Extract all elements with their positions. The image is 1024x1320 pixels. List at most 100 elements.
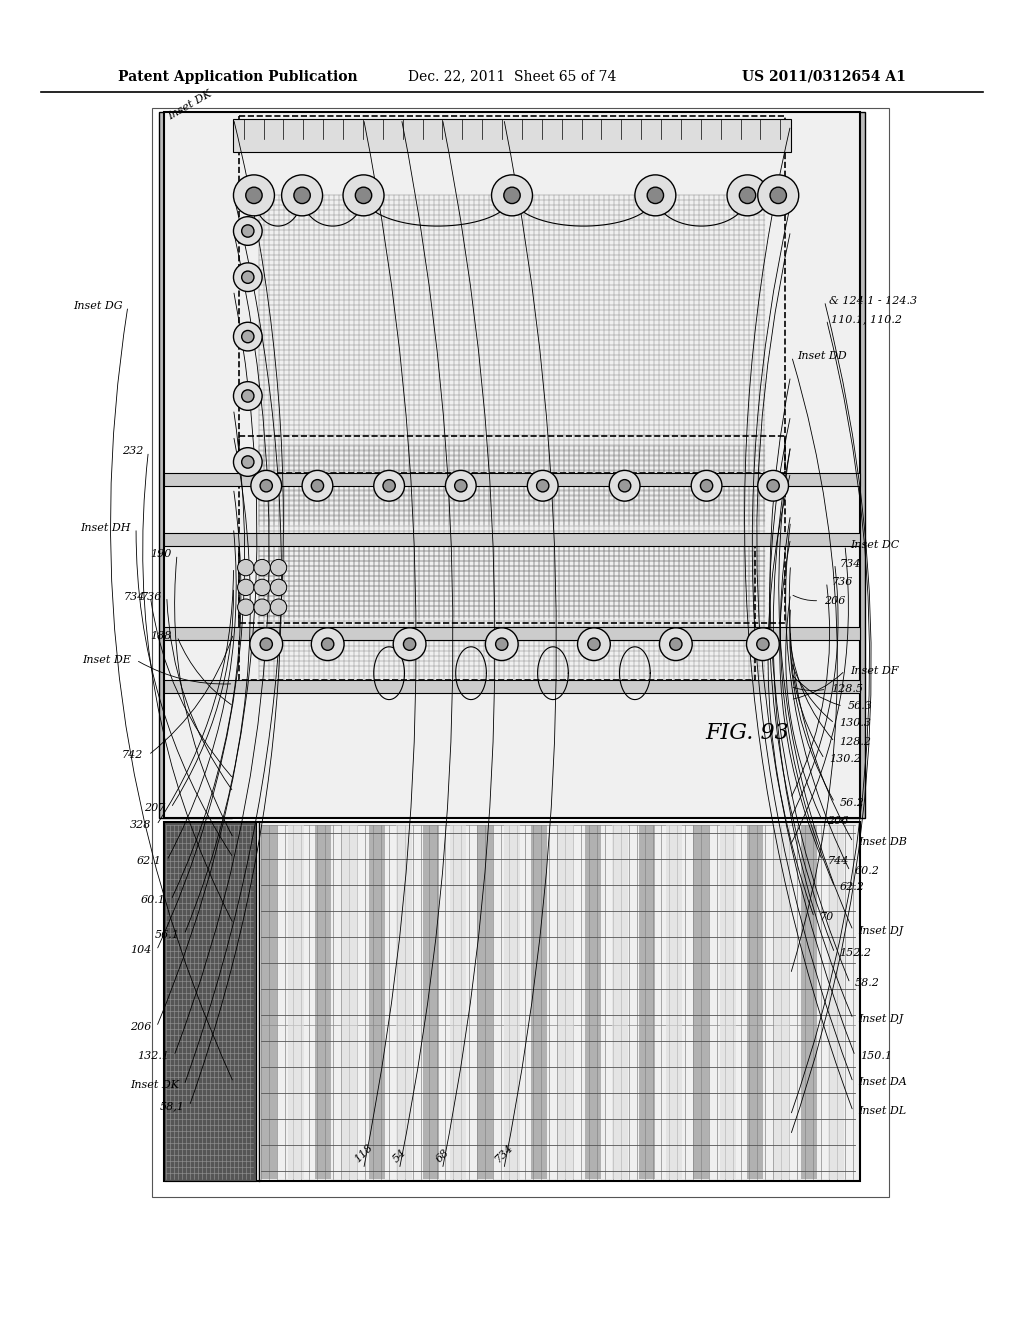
Text: 58,1: 58,1 bbox=[160, 1101, 184, 1111]
Circle shape bbox=[609, 470, 640, 502]
Circle shape bbox=[270, 560, 287, 576]
Circle shape bbox=[238, 560, 254, 576]
Text: 734: 734 bbox=[124, 591, 145, 602]
Bar bbox=[451, 825, 466, 1179]
Bar bbox=[288, 825, 304, 1179]
Bar bbox=[504, 825, 520, 1179]
Circle shape bbox=[246, 187, 262, 203]
Bar bbox=[169, 544, 218, 581]
Text: 130.3: 130.3 bbox=[840, 718, 871, 729]
Bar bbox=[804, 238, 853, 275]
Circle shape bbox=[403, 638, 416, 651]
Bar bbox=[804, 659, 853, 696]
Bar bbox=[169, 238, 218, 275]
Text: 118: 118 bbox=[352, 1142, 375, 1164]
Circle shape bbox=[746, 628, 779, 660]
Bar bbox=[169, 162, 218, 199]
Text: 128.2: 128.2 bbox=[840, 737, 871, 747]
Circle shape bbox=[242, 389, 254, 403]
Bar bbox=[169, 772, 218, 809]
Text: 736: 736 bbox=[140, 591, 162, 602]
Circle shape bbox=[700, 479, 713, 492]
Text: 70: 70 bbox=[819, 912, 834, 923]
Bar bbox=[558, 825, 574, 1179]
Text: 62.2: 62.2 bbox=[840, 882, 864, 892]
Bar bbox=[804, 276, 853, 313]
Bar bbox=[828, 825, 844, 1179]
Text: Inset DF: Inset DF bbox=[850, 665, 898, 676]
Circle shape bbox=[238, 579, 254, 595]
Bar bbox=[164, 627, 860, 640]
Text: 734: 734 bbox=[840, 558, 861, 569]
Text: 742: 742 bbox=[122, 750, 143, 760]
Bar bbox=[804, 429, 853, 466]
Bar bbox=[169, 467, 218, 504]
Text: 60.1: 60.1 bbox=[141, 895, 166, 906]
Bar bbox=[801, 825, 817, 1179]
Text: 328: 328 bbox=[130, 820, 152, 830]
Circle shape bbox=[254, 579, 270, 595]
Circle shape bbox=[233, 216, 262, 246]
Circle shape bbox=[739, 187, 756, 203]
Circle shape bbox=[311, 479, 324, 492]
Bar bbox=[169, 201, 218, 238]
Circle shape bbox=[758, 470, 788, 502]
Circle shape bbox=[588, 638, 600, 651]
Bar bbox=[774, 825, 791, 1179]
Circle shape bbox=[254, 560, 270, 576]
Bar bbox=[804, 506, 853, 543]
Text: Inset DH: Inset DH bbox=[81, 523, 131, 533]
Bar bbox=[477, 825, 494, 1179]
Bar bbox=[804, 696, 853, 733]
Circle shape bbox=[504, 187, 520, 203]
Bar bbox=[639, 825, 655, 1179]
Circle shape bbox=[282, 174, 323, 216]
Circle shape bbox=[233, 381, 262, 411]
Bar bbox=[342, 825, 358, 1179]
Bar bbox=[152, 108, 889, 1197]
Text: Inset DC: Inset DC bbox=[850, 540, 899, 550]
Circle shape bbox=[374, 470, 404, 502]
Circle shape bbox=[250, 628, 283, 660]
Circle shape bbox=[647, 187, 664, 203]
Circle shape bbox=[393, 628, 426, 660]
Bar bbox=[164, 822, 860, 1181]
Bar bbox=[585, 825, 601, 1179]
Text: & 124.1 - 124.3: & 124.1 - 124.3 bbox=[829, 296, 918, 306]
Text: Inset DB: Inset DB bbox=[858, 837, 907, 847]
Circle shape bbox=[270, 599, 287, 615]
Text: 58.2: 58.2 bbox=[855, 978, 880, 989]
Bar bbox=[804, 124, 853, 161]
Text: 734: 734 bbox=[493, 1142, 515, 1164]
Text: Inset DJ: Inset DJ bbox=[858, 925, 903, 936]
Bar bbox=[804, 314, 853, 351]
Text: 132.1: 132.1 bbox=[137, 1051, 169, 1061]
Circle shape bbox=[455, 479, 467, 492]
Bar bbox=[164, 533, 860, 546]
Bar bbox=[369, 825, 385, 1179]
Circle shape bbox=[758, 174, 799, 216]
Text: 232: 232 bbox=[122, 446, 143, 457]
Text: FIG. 93: FIG. 93 bbox=[706, 722, 790, 743]
Circle shape bbox=[492, 174, 532, 216]
Circle shape bbox=[767, 479, 779, 492]
Text: 744: 744 bbox=[827, 855, 849, 866]
Text: 206: 206 bbox=[827, 816, 849, 826]
Bar bbox=[531, 825, 547, 1179]
Circle shape bbox=[233, 263, 262, 292]
Bar bbox=[804, 391, 853, 428]
Circle shape bbox=[618, 479, 631, 492]
Circle shape bbox=[757, 638, 769, 651]
Text: 188: 188 bbox=[151, 631, 172, 642]
Circle shape bbox=[242, 224, 254, 238]
Circle shape bbox=[496, 638, 508, 651]
Text: 104: 104 bbox=[130, 945, 152, 956]
Circle shape bbox=[527, 470, 558, 502]
Circle shape bbox=[233, 447, 262, 477]
Text: 68: 68 bbox=[434, 1147, 451, 1164]
Text: 130.2: 130.2 bbox=[829, 754, 861, 764]
Circle shape bbox=[691, 470, 722, 502]
Text: Inset DE: Inset DE bbox=[82, 655, 131, 665]
Bar bbox=[612, 825, 629, 1179]
Text: Patent Application Publication: Patent Application Publication bbox=[118, 70, 357, 83]
